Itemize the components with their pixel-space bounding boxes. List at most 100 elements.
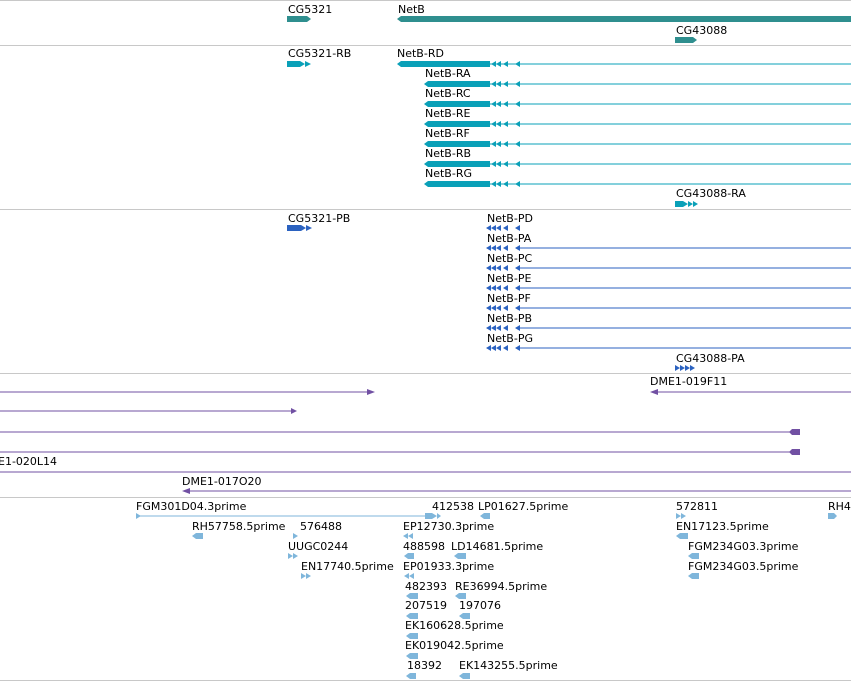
feature-label: LD14681.5prime — [451, 540, 543, 553]
est-feature[interactable]: EN17740.5prime — [301, 560, 394, 579]
feature-label: 488598 — [403, 540, 445, 553]
feature-label: NetB-PB — [487, 312, 532, 325]
clone-feature[interactable] — [0, 389, 375, 395]
est-feature[interactable]: EK143255.5prime — [459, 659, 558, 679]
est-feature[interactable]: 572811 — [676, 500, 718, 519]
feature-label: RE36994.5prime — [455, 580, 547, 593]
feature-label: NetB-PC — [487, 252, 532, 265]
feature-label: NetB-RG — [425, 167, 472, 180]
feature-label: EN17740.5prime — [301, 560, 394, 573]
protein-feature[interactable]: CG5321-PB — [287, 212, 350, 231]
feature-label: EK143255.5prime — [459, 659, 558, 672]
clone-feature[interactable]: DME1-019F11 — [650, 375, 851, 395]
est-track: FGM301D04.3prime 412538 LP01627.5prime 5… — [136, 500, 851, 679]
feature-label: LP01627.5prime — [478, 500, 569, 513]
clone-feature[interactable]: DME1-017O20 — [182, 475, 851, 494]
feature-label: NetB-PE — [487, 272, 531, 285]
feature-label: NetB-RF — [425, 127, 470, 140]
feature-label: 18392 — [407, 659, 442, 672]
feature-label: FGM234G03.5prime — [688, 560, 799, 573]
feature-label: RH57758.5prime — [192, 520, 286, 533]
est-feature[interactable]: RE36994.5prime — [455, 580, 547, 599]
est-feature[interactable]: 412538 — [425, 500, 474, 519]
feature-label: EN17123.5prime — [676, 520, 769, 533]
transcript-feature[interactable]: NetB-RG — [424, 167, 851, 187]
est-feature[interactable]: EK019042.5prime — [405, 639, 504, 659]
feature-label: CG5321-PB — [288, 212, 350, 225]
est-feature[interactable]: 576488 — [293, 520, 342, 539]
protein-feature[interactable]: NetB-PF — [486, 292, 851, 311]
transcript-feature[interactable]: NetB-RB — [424, 147, 851, 167]
est-feature[interactable]: EK160628.5prime — [405, 619, 504, 639]
est-feature[interactable]: FGM234G03.5prime — [688, 560, 799, 579]
est-feature[interactable]: 488598 — [403, 540, 445, 559]
transcript-feature[interactable]: NetB-RE — [424, 107, 851, 127]
feature-label: NetB-PF — [487, 292, 531, 305]
feature-label: NetB — [398, 3, 425, 16]
transcript-feature[interactable]: NetB-RD — [397, 47, 851, 67]
protein-feature[interactable]: NetB-PA — [486, 232, 851, 251]
gene-track: CG5321 NetB CG43088 — [287, 3, 851, 43]
est-feature[interactable]: LD14681.5prime — [451, 540, 543, 559]
transcript-feature[interactable]: NetB-RF — [424, 127, 851, 147]
est-feature[interactable]: EP12730.3prime — [403, 520, 494, 539]
feature-label: NetB-RC — [425, 87, 471, 100]
feature-label: DME1-019F11 — [650, 375, 727, 388]
feature-label: CG43088-RA — [676, 187, 746, 200]
clone-track: DME1-019F11 E1-020L14 DME1-017O20 — [0, 375, 851, 494]
gene-feature[interactable]: NetB — [397, 3, 851, 22]
est-feature[interactable]: 482393 — [405, 580, 447, 599]
est-feature[interactable]: 197076 — [459, 599, 501, 619]
feature-label: EP01933.3prime — [403, 560, 494, 573]
protein-feature[interactable]: NetB-PG — [486, 332, 851, 351]
feature-label: 482393 — [405, 580, 447, 593]
est-feature[interactable]: RH57758.5prime — [192, 520, 286, 539]
feature-label: NetB-RB — [425, 147, 471, 160]
feature-label: NetB-RA — [425, 67, 471, 80]
est-feature[interactable]: FGM234G03.3prime — [688, 540, 799, 559]
est-feature[interactable]: UUGC0244 — [288, 540, 348, 559]
est-feature[interactable]: EN17123.5prime — [676, 520, 769, 539]
feature-label: RH4 — [828, 500, 851, 513]
protein-feature[interactable]: NetB-PB — [486, 312, 851, 331]
transcript-feature[interactable]: NetB-RA — [424, 67, 851, 87]
est-feature[interactable]: LP01627.5prime — [478, 500, 569, 519]
feature-label: 572811 — [676, 500, 718, 513]
transcript-track: CG5321-RB NetB-RD NetB-RA NetB-RC NetB-R… — [287, 47, 851, 207]
feature-label: EK160628.5prime — [405, 619, 504, 632]
protein-feature[interactable]: NetB-PC — [486, 252, 851, 271]
gene-feature[interactable]: CG43088 — [675, 24, 727, 43]
feature-label: EK019042.5prime — [405, 639, 504, 652]
feature-label: 412538 — [432, 500, 474, 513]
transcript-feature[interactable]: NetB-RC — [424, 87, 851, 107]
protein-feature[interactable]: CG43088-PA — [675, 352, 745, 371]
est-feature[interactable]: EP01933.3prime — [403, 560, 494, 579]
clone-feature[interactable] — [0, 449, 800, 455]
protein-feature[interactable]: NetB-PD — [486, 212, 533, 231]
feature-label: NetB-RD — [397, 47, 444, 60]
feature-label: 207519 — [405, 599, 447, 612]
feature-label: NetB-RE — [425, 107, 470, 120]
protein-feature[interactable]: NetB-PE — [486, 272, 851, 291]
clone-feature[interactable] — [0, 408, 297, 414]
feature-label: NetB-PD — [487, 212, 533, 225]
est-feature[interactable]: RH4 — [828, 500, 851, 519]
feature-label: NetB-PA — [487, 232, 532, 245]
protein-track: CG5321-PB NetB-PD NetB-PA NetB-PC NetB-P… — [287, 212, 851, 371]
clone-feature[interactable] — [0, 429, 800, 435]
feature-label: FGM301D04.3prime — [136, 500, 247, 513]
est-feature[interactable]: 18392 — [406, 659, 442, 679]
feature-label: CG5321 — [288, 3, 332, 16]
est-feature[interactable]: 207519 — [405, 599, 447, 619]
feature-label: CG5321-RB — [288, 47, 351, 60]
feature-label: NetB-PG — [487, 332, 533, 345]
feature-label: E1-020L14 — [0, 455, 57, 468]
clone-feature[interactable]: E1-020L14 — [0, 455, 851, 473]
transcript-feature[interactable]: CG43088-RA — [675, 187, 746, 207]
transcript-feature[interactable]: CG5321-RB — [287, 47, 351, 67]
est-feature[interactable]: FGM301D04.3prime — [136, 500, 432, 519]
feature-label: DME1-017O20 — [182, 475, 262, 488]
gene-feature[interactable]: CG5321 — [287, 3, 332, 22]
